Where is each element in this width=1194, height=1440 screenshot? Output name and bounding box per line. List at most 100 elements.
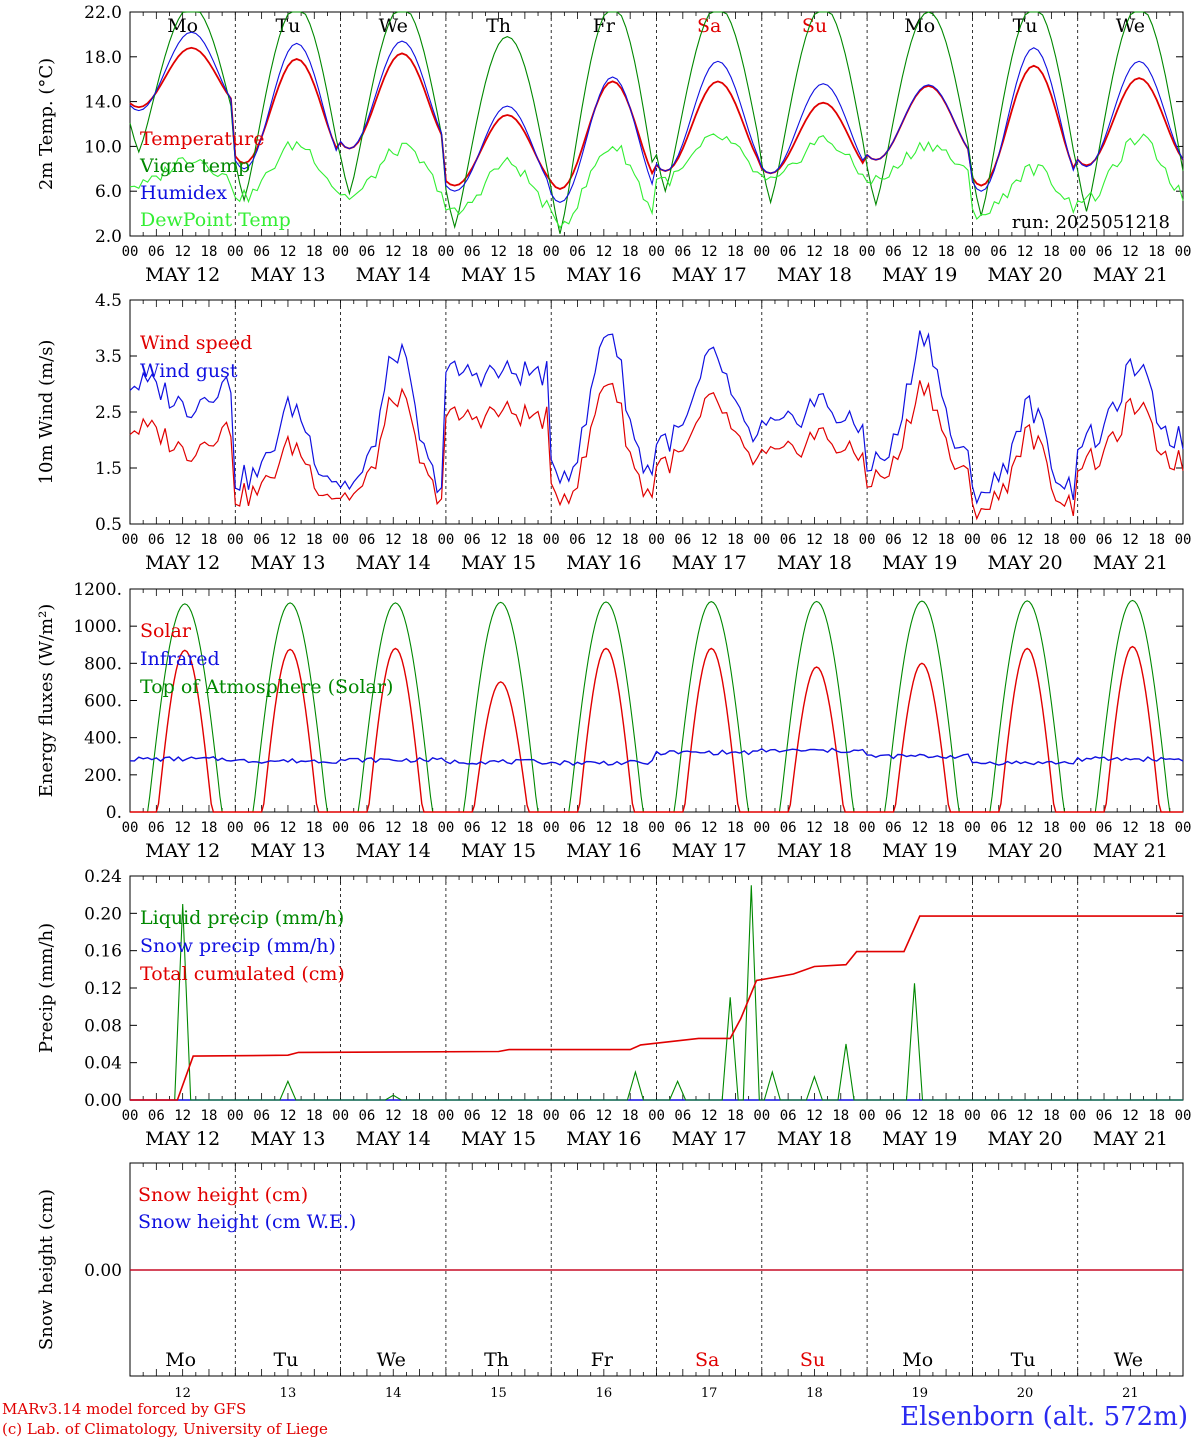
day-tick-label: MAY 13 (250, 840, 325, 862)
y-tick-label: 10.0 (84, 137, 122, 157)
y-tick-label: 0.12 (84, 979, 122, 999)
hour-tick-label: 12 (280, 244, 297, 260)
hour-tick-label: 00 (1175, 1108, 1192, 1124)
hour-tick-label: 12 (911, 820, 928, 836)
y-tick-label: 1200. (73, 580, 122, 600)
y-tick-label: 0.04 (84, 1054, 122, 1074)
day-tick-label: MAY 12 (145, 840, 220, 862)
hour-tick-label: 12 (280, 820, 297, 836)
hour-tick-label: 06 (780, 244, 797, 260)
y-tick-label: 1000. (73, 617, 122, 637)
day-tick-label: MAY 21 (1093, 1128, 1168, 1150)
hour-tick-label: 06 (885, 532, 902, 548)
y-tick-label: 0.20 (84, 904, 122, 924)
hour-tick-label: 06 (674, 244, 691, 260)
legend-top-of-atmosphere-solar-: Top of Atmosphere (Solar) (140, 676, 393, 698)
legend-liquid-precip-mm-h-: Liquid precip (mm/h) (140, 907, 344, 929)
legend-solar: Solar (140, 620, 192, 642)
y-tick-label: 22.0 (84, 3, 122, 23)
hour-tick-label: 06 (464, 820, 481, 836)
day-tick-label: MAY 19 (882, 1128, 957, 1150)
day-tick-label: MAY 17 (672, 1128, 747, 1150)
series-humidex (129, 31, 1184, 204)
hour-tick-label: 06 (569, 820, 586, 836)
hour-tick-label: 12 (1017, 1108, 1034, 1124)
hour-tick-label: 06 (253, 1108, 270, 1124)
hour-tick-label: 18 (201, 532, 218, 548)
run-label: run: 2025051218 (1012, 212, 1170, 233)
hour-tick-label: 18 (622, 1108, 639, 1124)
bottom-weekday-label: Mo (165, 1349, 196, 1371)
day-tick-label: MAY 18 (777, 552, 852, 574)
hour-tick-label: 18 (727, 244, 744, 260)
hour-tick-label: 18 (1148, 532, 1165, 548)
hour-tick-label: 18 (306, 532, 323, 548)
hour-tick-label: 06 (358, 532, 375, 548)
hour-tick-label: 06 (990, 532, 1007, 548)
hour-tick-label: 06 (358, 820, 375, 836)
hour-tick-label: 12 (911, 244, 928, 260)
hour-tick-label: 06 (990, 1108, 1007, 1124)
day-number-label: 18 (806, 1386, 823, 1400)
hour-tick-label: 00 (227, 244, 244, 260)
weekday-label: Mo (904, 15, 935, 37)
hour-tick-label: 00 (437, 1108, 454, 1124)
legend-snow-precip-mm-h-: Snow precip (mm/h) (140, 935, 336, 957)
day-tick-label: MAY 17 (672, 840, 747, 862)
hour-tick-label: 12 (1017, 532, 1034, 548)
weekday-label: Tu (275, 15, 300, 37)
hour-tick-label: 00 (1175, 820, 1192, 836)
hour-tick-label: 00 (122, 532, 139, 548)
day-tick-label: MAY 15 (461, 264, 536, 286)
hour-tick-label: 18 (938, 532, 955, 548)
hour-tick-label: 18 (1043, 1108, 1060, 1124)
series-total-cumulated (130, 915, 1183, 1101)
legend-infrared: Infrared (140, 648, 220, 670)
hour-tick-label: 18 (516, 244, 533, 260)
y-tick-label: 18.0 (84, 48, 122, 68)
panel-frame-1 (129, 11, 1184, 237)
hour-tick-label: 12 (1122, 532, 1139, 548)
day-tick-label: MAY 20 (987, 840, 1062, 862)
hour-tick-label: 18 (622, 820, 639, 836)
hour-tick-label: 00 (648, 244, 665, 260)
hour-tick-label: 18 (306, 1108, 323, 1124)
legend-temperature: Temperature (140, 128, 264, 150)
legend-wind-gust: Wind gust (140, 360, 238, 382)
day-tick-label: MAY 14 (356, 1128, 431, 1150)
hour-tick-label: 00 (1175, 532, 1192, 548)
hour-tick-label: 12 (490, 532, 507, 548)
hour-tick-label: 18 (411, 820, 428, 836)
day-tick-label: MAY 12 (145, 1128, 220, 1150)
series-infrared (129, 747, 1184, 766)
day-number-label: 20 (1017, 1386, 1034, 1400)
hour-tick-label: 18 (727, 820, 744, 836)
hour-tick-label: 18 (201, 1108, 218, 1124)
hour-tick-label: 06 (990, 244, 1007, 260)
hour-tick-label: 12 (701, 532, 718, 548)
day-tick-label: MAY 20 (987, 552, 1062, 574)
day-tick-label: MAY 19 (882, 264, 957, 286)
day-number-label: 16 (596, 1386, 613, 1400)
hour-tick-label: 00 (753, 532, 770, 548)
hour-tick-label: 18 (306, 244, 323, 260)
hour-tick-label: 06 (885, 1108, 902, 1124)
hour-tick-label: 12 (806, 244, 823, 260)
y-tick-label: 4.5 (95, 291, 122, 311)
day-tick-label: MAY 18 (777, 840, 852, 862)
hour-tick-label: 18 (411, 532, 428, 548)
y-tick-label: 6.0 (95, 182, 122, 202)
hour-tick-label: 06 (148, 820, 165, 836)
hour-tick-label: 00 (859, 820, 876, 836)
hour-tick-label: 12 (1017, 244, 1034, 260)
bottom-weekday-label: Fr (591, 1349, 614, 1371)
hour-tick-label: 18 (938, 1108, 955, 1124)
hour-tick-label: 00 (437, 244, 454, 260)
hour-tick-label: 00 (859, 1108, 876, 1124)
hour-tick-label: 12 (806, 820, 823, 836)
hour-tick-label: 12 (385, 1108, 402, 1124)
hour-tick-label: 00 (964, 244, 981, 260)
legend-vigne-temp: Vigne temp (139, 155, 250, 177)
hour-tick-label: 12 (490, 1108, 507, 1124)
day-tick-label: MAY 19 (882, 840, 957, 862)
